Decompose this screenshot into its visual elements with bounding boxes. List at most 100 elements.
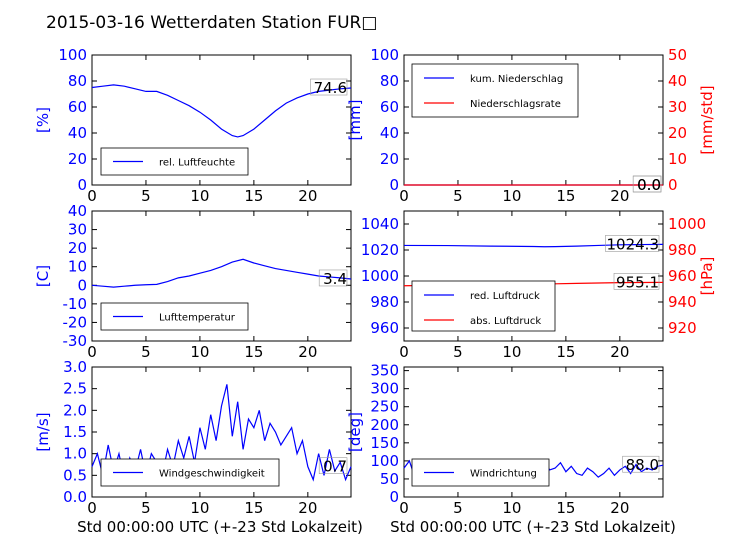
panel-winddirection: 0 5 10 15 20050100150200250300350[deg]Windri… (346, 362, 664, 517)
y-tick-label: 100 (370, 46, 399, 64)
y-tick-label: 40 (68, 202, 87, 220)
x-tick-label: 20 (298, 187, 317, 205)
y-tick-label: 3.0 (63, 358, 87, 376)
y-tick-label: 30 (68, 221, 87, 239)
x-tick-label: 15 (244, 187, 263, 205)
series-line-1 (91, 84, 352, 138)
y-tick-label: 40 (68, 124, 87, 142)
y-tick-label: 2.5 (63, 380, 87, 398)
x-tick-label: 20 (298, 343, 317, 361)
y-tick-label: 60 (68, 98, 87, 116)
y-tick-label: 0 (389, 488, 399, 506)
legend-label: Niederschlagsrate (470, 99, 561, 110)
y-right-tick-label: 980 (668, 241, 697, 259)
x-axis-label-left: Std 00:00:00 UTC (+-23 Std Lokalzeit) (77, 518, 363, 536)
y-tick-label: 250 (370, 398, 399, 416)
legend-box (411, 63, 579, 118)
legend-label: red. Luftdruck (470, 291, 540, 302)
x-tick-label: 5 (141, 187, 151, 205)
y-right-tick-label: 30 (668, 98, 687, 116)
x-tick-label: 5 (453, 187, 463, 205)
last-value-label-box (318, 269, 348, 287)
y-axis-label: [%] (34, 107, 52, 133)
y-tick-label: 1000 (361, 267, 399, 285)
y-tick-label: 0 (77, 276, 87, 294)
y-axis-label: [m/s] (34, 412, 52, 451)
y-tick-label: 100 (58, 46, 87, 64)
panel-temperature: 0 5 10 15 20-30-20-10010203040[C]Lufttempera… (34, 202, 352, 361)
legend-label: Lufttemperatur (159, 313, 236, 324)
y-tick-label: 0.0 (63, 488, 87, 506)
panel-windspeed: 0 5 10 15 20 0.0 0.5 1.0 1.5 2.0 2.5 3.0 [m/s] Windge… (34, 358, 352, 517)
y-tick-label: 0 (389, 176, 399, 194)
legend-label: abs. Luftdruck (470, 316, 541, 327)
y-axis-label: [deg] (346, 412, 364, 452)
y-tick-label: 10 (68, 258, 87, 276)
last-value-right-label-box (632, 175, 662, 193)
y-right-tick-label: 40 (668, 72, 687, 90)
y-tick-label: 20 (380, 150, 399, 168)
series-line-1 (403, 243, 664, 248)
panel-humidity: 0 5 10 15 20 0 20 40 60 80 100 [%] rel. Luftfeuchte 7… (34, 46, 352, 205)
y-right-tick-label: 20 (668, 124, 687, 142)
x-axis-label-right: Std 00:00:00 UTC (+-23 Std Lokalzeit) (390, 518, 676, 536)
legend-box (411, 280, 556, 332)
y-right-tick-label: 940 (668, 293, 697, 311)
x-tick-label: 0 (399, 343, 409, 361)
y-right-tick-label: 0 (668, 176, 678, 194)
x-tick-label: 5 (141, 343, 151, 361)
y-tick-label: 1.0 (63, 445, 87, 463)
last-value-label: 0.0 (637, 176, 661, 194)
x-tick-label: 5 (453, 499, 463, 517)
legend-label: kum. Niederschlag (470, 74, 563, 85)
y-axis-label-right: [mm/std] (698, 85, 716, 154)
y-tick-label: 150 (370, 434, 399, 452)
last-value-label: 74.6 (314, 79, 347, 97)
panel-precipitation: 0 5 10 15 20 0 20 40 60 80 100 0 10 20 30 40 50 [mm] [mm/s… (346, 46, 716, 205)
y-tick-label: 100 (370, 452, 399, 470)
y-tick-label: 1040 (361, 215, 399, 233)
y-tick-label: 200 (370, 416, 399, 434)
plot-frame (91, 54, 352, 186)
plot-frame (403, 366, 664, 498)
y-tick-label: 2.0 (63, 401, 87, 419)
x-tick-label: 20 (610, 343, 629, 361)
x-tick-label: 0 (399, 499, 409, 517)
y-right-tick-label: 1000 (668, 215, 706, 233)
legend-label: Windrichtung (470, 469, 537, 480)
legend-label: rel. Luftfeuchte (159, 158, 235, 169)
x-tick-label: 15 (244, 343, 263, 361)
y-tick-label: 50 (380, 470, 399, 488)
last-value-label-box (318, 457, 348, 474)
y-right-tick-label: 10 (668, 150, 687, 168)
last-value-label-box (605, 235, 660, 252)
x-tick-label: 10 (502, 499, 521, 517)
y-tick-label: 0 (77, 176, 87, 194)
y-axis-label-right: [hPa] (698, 257, 716, 296)
y-tick-label: 40 (380, 124, 399, 142)
x-tick-label: 10 (502, 187, 521, 205)
y-axis-label: [mm] (346, 100, 364, 141)
x-tick-label: 10 (502, 343, 521, 361)
x-tick-label: 0 (87, 343, 97, 361)
x-tick-label: 10 (190, 499, 209, 517)
y-tick-label: 20 (68, 150, 87, 168)
series-line-1 (91, 258, 352, 288)
y-right-tick-label: 920 (668, 319, 697, 337)
last-value-label: 1024.3 (607, 235, 660, 253)
last-value-label-box (622, 455, 660, 473)
y-tick-label: 60 (380, 98, 399, 116)
last-value-right-label: 955.1 (616, 273, 659, 291)
plot-frame (91, 210, 352, 342)
y-axis-label: [C] (34, 265, 52, 287)
x-tick-label: 15 (556, 187, 575, 205)
y-tick-label: 80 (380, 72, 399, 90)
y-tick-label: -20 (63, 313, 88, 331)
x-tick-label: 0 (399, 187, 409, 205)
y-tick-label: 1.5 (63, 423, 87, 441)
x-tick-label: 10 (190, 187, 209, 205)
x-tick-label: 5 (453, 343, 463, 361)
last-value-label: 88.0 (626, 456, 659, 474)
y-tick-label: -30 (63, 332, 88, 350)
